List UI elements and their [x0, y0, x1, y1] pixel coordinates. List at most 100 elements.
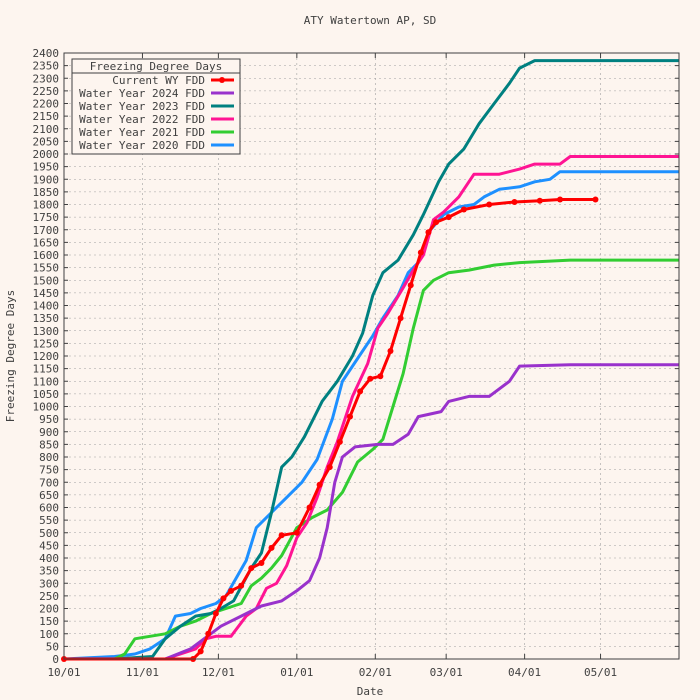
- y-tick-label: 600: [39, 502, 59, 515]
- y-tick-label: 1750: [33, 211, 60, 224]
- series-point: [486, 201, 493, 208]
- series-point: [212, 610, 219, 617]
- x-tick-label: 04/01: [508, 666, 541, 679]
- axis-layer: 0501001502002503003504004505005506006507…: [33, 47, 680, 679]
- series-point: [367, 375, 374, 382]
- legend-title: Freezing Degree Days: [90, 60, 222, 73]
- series-point: [433, 219, 440, 226]
- x-tick-label: 05/01: [584, 666, 617, 679]
- legend-entry-label: Water Year 2022 FDD: [79, 113, 205, 126]
- legend-entry-label: Water Year 2023 FDD: [79, 100, 205, 113]
- series-point: [238, 582, 245, 589]
- y-tick-label: 750: [39, 464, 59, 477]
- series-point: [220, 595, 227, 602]
- y-tick-label: 650: [39, 489, 59, 502]
- series-line: [64, 363, 679, 661]
- y-tick-label: 0: [52, 653, 59, 666]
- series-point: [293, 529, 300, 536]
- y-tick-label: 1350: [33, 312, 60, 325]
- y-tick-label: 700: [39, 476, 59, 489]
- y-tick-label: 1850: [33, 186, 60, 199]
- y-tick-label: 1050: [33, 388, 60, 401]
- y-axis-title: Freezing Degree Days: [4, 290, 17, 422]
- series-point: [460, 206, 467, 213]
- series-point: [268, 544, 275, 551]
- legend-marker: [219, 77, 225, 83]
- y-tick-label: 2250: [33, 85, 60, 98]
- y-tick-label: 550: [39, 514, 59, 527]
- plot-frame: [63, 52, 680, 660]
- series-point: [326, 464, 333, 471]
- series-point: [425, 229, 432, 236]
- series-line: [64, 258, 679, 661]
- series-point: [357, 388, 364, 395]
- x-axis-title: Date: [357, 685, 384, 698]
- series-line: [64, 155, 679, 661]
- y-tick-label: 1300: [33, 325, 60, 338]
- series-point: [377, 373, 384, 380]
- y-tick-label: 1900: [33, 173, 60, 186]
- y-tick-label: 1950: [33, 161, 60, 174]
- y-tick-label: 2100: [33, 123, 60, 136]
- series-line: [64, 59, 679, 661]
- y-tick-label: 900: [39, 426, 59, 439]
- x-tick-label: 11/01: [126, 666, 159, 679]
- y-tick-label: 1650: [33, 236, 60, 249]
- y-tick-label: 1800: [33, 199, 60, 212]
- series-point: [197, 648, 204, 655]
- series-point: [346, 413, 353, 420]
- y-tick-label: 1250: [33, 337, 60, 350]
- y-tick-label: 1000: [33, 401, 60, 414]
- series-point: [407, 282, 414, 289]
- series-point: [306, 504, 313, 511]
- series-point: [228, 587, 235, 594]
- x-tick-label: 12/01: [202, 666, 235, 679]
- series-point: [248, 565, 255, 572]
- series-point: [278, 532, 285, 539]
- y-tick-label: 1500: [33, 274, 60, 287]
- series-point: [205, 630, 212, 637]
- y-tick-label: 300: [39, 577, 59, 590]
- series-point: [387, 347, 394, 354]
- y-tick-label: 800: [39, 451, 59, 464]
- y-tick-label: 2150: [33, 110, 60, 123]
- y-tick-label: 450: [39, 539, 59, 552]
- series-point: [536, 197, 543, 204]
- chart-title: ATY Watertown AP, SD: [304, 14, 436, 27]
- series-point: [336, 438, 343, 445]
- legend-entry-label: Water Year 2024 FDD: [79, 87, 205, 100]
- series-point: [511, 198, 518, 205]
- y-tick-label: 1400: [33, 300, 60, 313]
- series-point: [417, 249, 424, 256]
- series-point: [316, 481, 323, 488]
- y-tick-label: 1600: [33, 249, 60, 262]
- y-tick-label: 500: [39, 527, 59, 540]
- y-tick-label: 1450: [33, 287, 60, 300]
- series-point: [445, 214, 452, 221]
- series-point: [592, 196, 599, 203]
- legend-entry-label: Water Year 2020 FDD: [79, 139, 205, 152]
- y-tick-label: 1700: [33, 224, 60, 237]
- y-tick-label: 1150: [33, 363, 60, 376]
- y-tick-label: 2300: [33, 72, 60, 85]
- y-tick-label: 350: [39, 565, 59, 578]
- y-tick-label: 100: [39, 628, 59, 641]
- y-tick-label: 1550: [33, 262, 60, 275]
- series-line: [63, 170, 679, 661]
- y-tick-label: 2000: [33, 148, 60, 161]
- y-tick-label: 2350: [33, 60, 60, 73]
- y-tick-label: 2200: [33, 98, 60, 111]
- legend-entry-label: Current WY FDD: [112, 74, 205, 87]
- x-tick-label: 02/01: [359, 666, 392, 679]
- y-tick-label: 50: [46, 640, 59, 653]
- series-point: [258, 560, 265, 567]
- series-layer: [61, 59, 679, 662]
- x-tick-label: 10/01: [47, 666, 80, 679]
- y-tick-label: 950: [39, 413, 59, 426]
- x-tick-label: 03/01: [430, 666, 463, 679]
- x-tick-label: 01/01: [280, 666, 313, 679]
- y-tick-label: 250: [39, 590, 59, 603]
